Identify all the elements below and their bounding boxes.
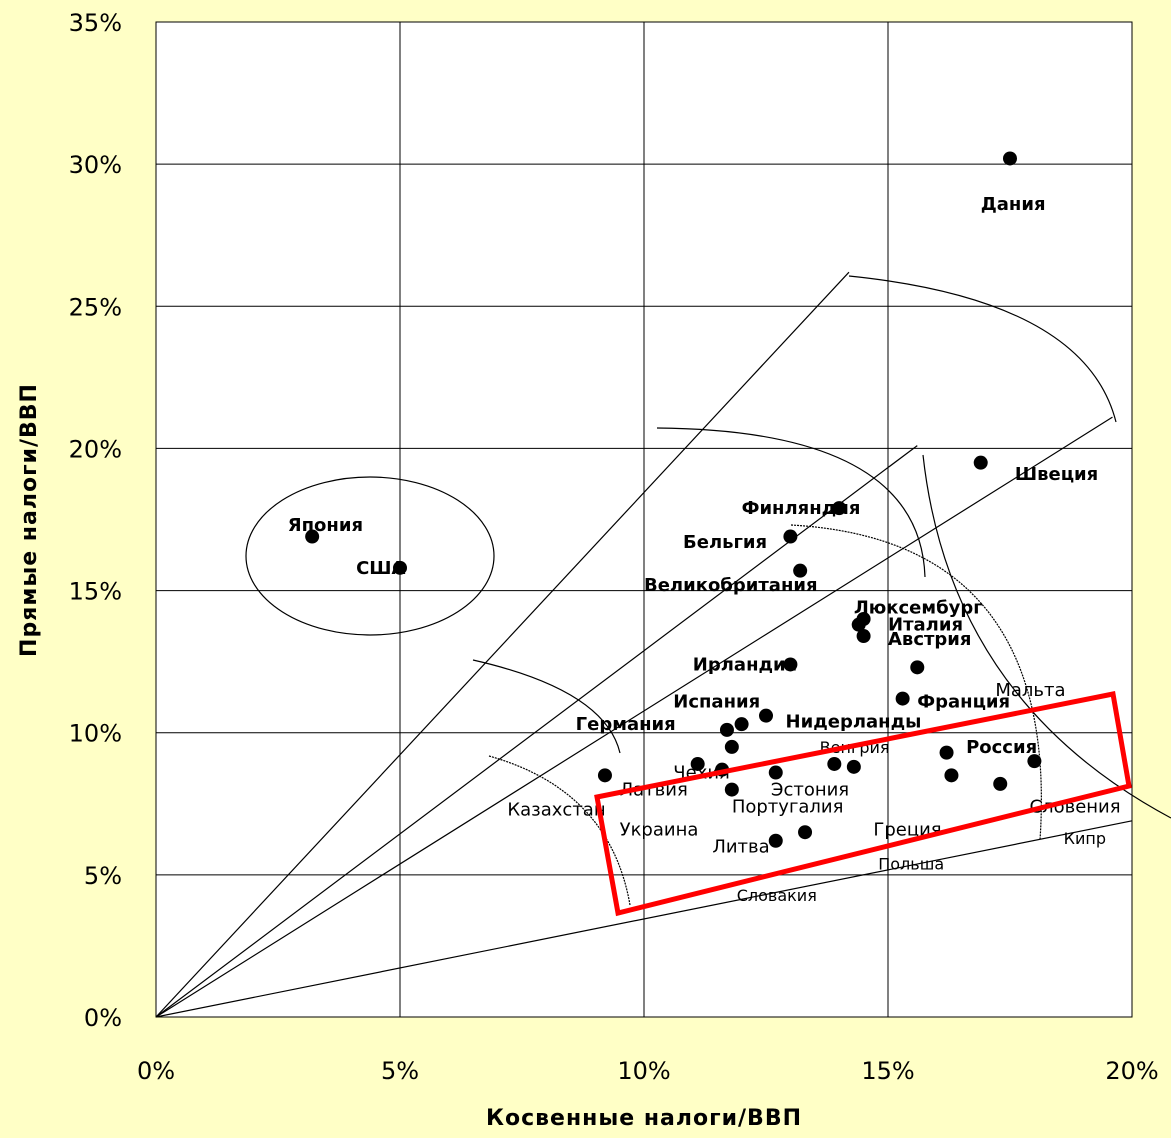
data-point (768, 833, 783, 848)
data-point (783, 657, 798, 672)
point-label: Бельгия (683, 532, 767, 553)
x-tick-label: 5% (381, 1057, 419, 1085)
data-point (944, 768, 959, 783)
point-label: Испания (673, 691, 760, 712)
y-tick-label: 5% (84, 862, 122, 890)
data-point (597, 768, 612, 783)
data-point (305, 529, 320, 544)
russia-group-highlight (594, 691, 1132, 917)
data-point (973, 455, 988, 470)
y-tick-label: 20% (69, 435, 122, 463)
group-arc (488, 755, 631, 906)
data-point (768, 765, 783, 780)
data-point (993, 776, 1008, 791)
point-label: Эстония (771, 780, 849, 801)
point-label: Словакия (737, 886, 817, 905)
point-label: США (356, 558, 405, 579)
group-arc (922, 454, 1171, 819)
point-label: Словения (1030, 797, 1121, 818)
data-point (734, 717, 749, 732)
data-point (724, 782, 739, 797)
point-label: Люксембург (854, 598, 983, 619)
point-label: Италия (888, 615, 963, 636)
data-point (895, 691, 910, 706)
x-tick-label: 20% (1105, 1057, 1158, 1085)
x-tick-labels: 0% 5% 10% 15% 20% (137, 1057, 1159, 1085)
japan-usa-ellipse (245, 476, 495, 636)
point-label: Великобритания (644, 575, 818, 596)
data-point (827, 756, 842, 771)
x-tick-label: 10% (617, 1057, 670, 1085)
x-tick-label: 0% (137, 1057, 175, 1085)
data-point (783, 529, 798, 544)
point-label: Украина (620, 819, 699, 840)
y-tick-label: 15% (69, 578, 122, 606)
point-label: Ирландия (693, 654, 797, 675)
y-tick-label: 10% (69, 720, 122, 748)
point-labels: Япония США Дания Швеция Финляндия Бельгия Вели… (288, 194, 1121, 905)
point-label: Австрия (888, 629, 971, 650)
y-tick-label: 0% (84, 1004, 122, 1032)
x-tick-label: 15% (861, 1057, 914, 1085)
data-point (393, 560, 407, 575)
point-label: Казахстан (507, 799, 605, 820)
data-point (1027, 754, 1042, 769)
y-tick-labels: 0% 5% 10% 15% 20% 25% 30% 35% (69, 9, 122, 1032)
data-point (846, 759, 861, 774)
data-point (759, 708, 773, 723)
point-label: Япония (288, 515, 363, 536)
point-label: Германия (576, 714, 676, 735)
point-label: Кипр (1064, 829, 1106, 848)
point-label: Нидерланды (786, 711, 922, 732)
data-point (690, 756, 705, 771)
data-point (793, 563, 808, 578)
point-label: Финляндия (742, 498, 861, 519)
group-arc (472, 659, 621, 754)
data-point (719, 722, 734, 737)
group-arc (848, 275, 1117, 423)
point-label: Россия (966, 737, 1037, 758)
group-ray (155, 820, 1133, 1018)
y-tick-label: 25% (69, 293, 122, 321)
data-point (832, 501, 847, 516)
data-point (724, 739, 739, 754)
data-point (939, 745, 954, 760)
point-label: Дания (981, 194, 1046, 215)
point-label: Польша (878, 854, 944, 873)
y-tick-label: 30% (69, 151, 122, 179)
group-ray (155, 416, 1113, 1018)
point-label: Мальта (995, 680, 1065, 701)
data-point (856, 629, 871, 644)
point-label: Литва (712, 836, 769, 857)
group-arc (656, 427, 926, 578)
group-ray (155, 271, 850, 1018)
data-point (1003, 151, 1017, 166)
data-points (305, 151, 1042, 848)
x-axis-title: Косвенные налоги/ВВП (486, 1106, 802, 1131)
data-point (798, 825, 813, 840)
data-point (910, 660, 925, 675)
data-point (856, 612, 871, 626)
point-label: Швеция (1015, 464, 1098, 485)
y-axis-title: Прямые налоги/ВВП (17, 383, 42, 657)
point-label: Франция (917, 691, 1010, 712)
point-label: Португалия (732, 797, 844, 818)
y-tick-label: 35% (69, 9, 122, 37)
